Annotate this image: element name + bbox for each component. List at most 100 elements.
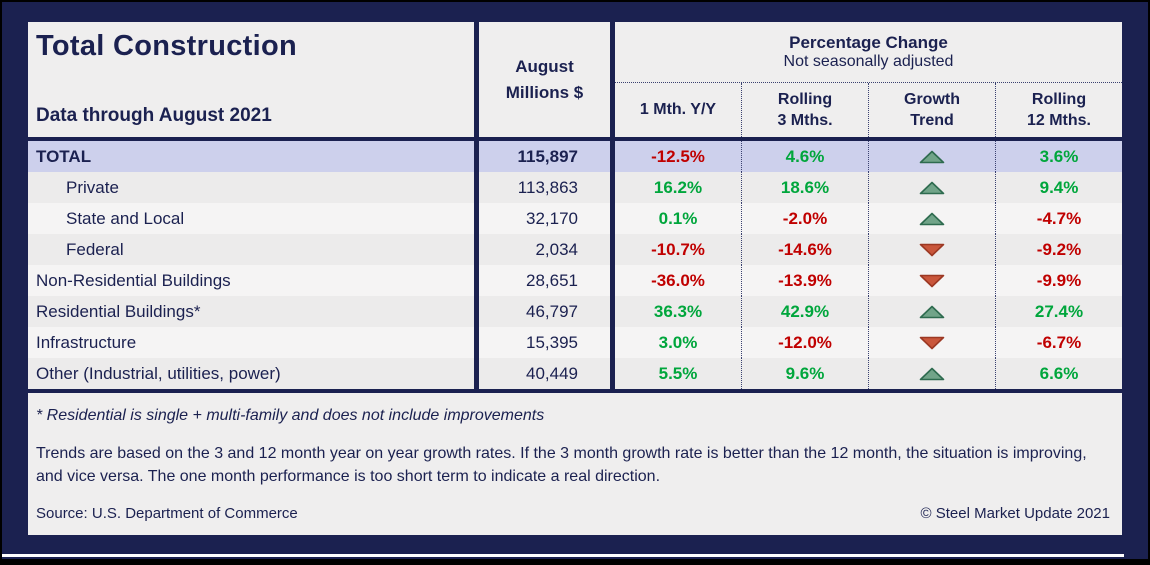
table-row-infrastructure: Infrastructure 15,395 3.0% -12.0% -6.7% [28, 327, 1122, 358]
source-text: Source: U.S. Department of Commerce [36, 505, 298, 523]
column-header-rolling3: Rolling 3 Mths. [741, 83, 868, 137]
horizontal-divider [28, 389, 1122, 393]
pct-12mth-value: 27.4% [995, 296, 1122, 327]
millions-value: 15,395 [526, 332, 578, 352]
column-header-growth-trend: Growth Trend [868, 83, 995, 137]
pct-1mth-value: 0.1% [658, 208, 698, 228]
pct-3mth-value: -2.0% [741, 203, 868, 234]
table-row-total: TOTAL 115,897 -12.5% 4.6% 3.6% [28, 141, 1122, 172]
pct-12mth-value: -9.9% [995, 265, 1122, 296]
column-header-rolling3-line2: 3 Mths. [777, 112, 833, 129]
table-row-other: Other (Industrial, utilities, power) 40,… [28, 358, 1122, 389]
up-trend-icon [868, 141, 995, 172]
table-body: TOTAL 115,897 -12.5% 4.6% 3.6% Private 1… [28, 141, 1122, 389]
vertical-divider [610, 141, 615, 172]
footer-notes: * Residential is single + multi-family a… [28, 393, 1122, 522]
pct-1mth-value: 5.5% [658, 363, 698, 383]
vertical-divider [610, 22, 615, 137]
column-header-1mth: 1 Mth. Y/Y [615, 83, 741, 137]
row-label: Non-Residential Buildings [36, 270, 231, 290]
vertical-divider [474, 203, 479, 234]
millions-value: 28,651 [526, 270, 578, 290]
row-label: Private [66, 177, 119, 197]
millions-value: 2,034 [535, 239, 578, 259]
table-header: Total Construction Data through August 2… [28, 22, 1122, 137]
up-trend-icon [868, 296, 995, 327]
pct-1mth-value: -12.5% [651, 146, 705, 166]
up-trend-icon [868, 172, 995, 203]
pct-3mth-value: 9.6% [741, 358, 868, 389]
pct-1mth-value: 3.0% [658, 332, 698, 352]
page-subtitle: Data through August 2021 [36, 105, 272, 126]
residential-footnote: * Residential is single + multi-family a… [36, 407, 545, 424]
report-card: Total Construction Data through August 2… [28, 22, 1122, 535]
pct-12mth-value: -4.7% [995, 203, 1122, 234]
pct-3mth-value: -14.6% [741, 234, 868, 265]
trend-explanation: Trends are based on the 3 and 12 month y… [36, 445, 1087, 486]
millions-value: 32,170 [526, 208, 578, 228]
vertical-divider [610, 296, 615, 327]
row-label: Infrastructure [36, 332, 137, 352]
page-title: Total Construction [36, 30, 298, 62]
column-header-growth-trend-line2: Trend [910, 112, 954, 129]
up-trend-icon [868, 203, 995, 234]
millions-value: 115,897 [517, 146, 578, 166]
table-row-state-local: State and Local 32,170 0.1% -2.0% -4.7% [28, 203, 1122, 234]
pct-12mth-value: 6.6% [995, 358, 1122, 389]
column-header-rolling12: Rolling 12 Mths. [995, 83, 1122, 137]
percentage-group-title: Percentage Change [789, 33, 948, 52]
vertical-divider [474, 234, 479, 265]
millions-value: 46,797 [526, 301, 578, 321]
row-label: Residential Buildings* [36, 301, 201, 321]
table-row-private: Private 113,863 16.2% 18.6% 9.4% [28, 172, 1122, 203]
millions-value: 113,863 [517, 177, 578, 197]
up-trend-icon [868, 358, 995, 389]
column-header-1mth-line1: 1 Mth. Y/Y [639, 101, 717, 119]
pct-12mth-value: 9.4% [995, 172, 1122, 203]
copyright-text: © Steel Market Update 2021 [920, 505, 1111, 523]
pct-3mth-value: 18.6% [741, 172, 868, 203]
vertical-divider [474, 22, 479, 137]
vertical-divider [474, 296, 479, 327]
row-label: Federal [66, 239, 124, 259]
pct-3mth-value: 4.6% [741, 141, 868, 172]
percentage-group-subtitle: Not seasonally adjusted [783, 53, 954, 70]
row-label: State and Local [66, 208, 185, 228]
vertical-divider [474, 265, 479, 296]
down-trend-icon [868, 265, 995, 296]
source-row: Source: U.S. Department of Commerce © St… [36, 505, 1112, 522]
pct-12mth-value: 3.6% [995, 141, 1122, 172]
column-header-millions: August Millions $ [479, 22, 610, 137]
table-row-non-residential: Non-Residential Buildings 28,651 -36.0% … [28, 265, 1122, 296]
column-header-rolling12-line2: 12 Mths. [1026, 112, 1091, 129]
pct-1mth-value: 36.3% [653, 301, 703, 321]
percentage-group-title-block: Percentage Change Not seasonally adjuste… [615, 22, 1122, 83]
bottom-edge-highlight [2, 554, 1124, 557]
column-header-growth-trend-line1: Growth [904, 90, 960, 108]
table-row-residential: Residential Buildings* 46,797 36.3% 42.9… [28, 296, 1122, 327]
pct-3mth-value: -13.9% [741, 265, 868, 296]
vertical-divider [610, 358, 615, 389]
pct-1mth-value: -36.0% [651, 270, 705, 290]
table-row-federal: Federal 2,034 -10.7% -14.6% -9.2% [28, 234, 1122, 265]
vertical-divider [610, 203, 615, 234]
percentage-subcolumn-headers: 1 Mth. Y/Y Rolling 3 Mths. Growth Trend … [615, 83, 1122, 137]
column-header-millions-line2: Millions $ [505, 82, 584, 102]
millions-value: 40,449 [526, 363, 578, 383]
row-label: TOTAL [36, 146, 92, 166]
pct-3mth-value: 42.9% [741, 296, 868, 327]
down-trend-icon [868, 234, 995, 265]
pct-1mth-value: -10.7% [651, 239, 705, 259]
vertical-divider [610, 327, 615, 358]
pct-3mth-value: -12.0% [741, 327, 868, 358]
title-block: Total Construction Data through August 2… [28, 22, 474, 137]
pct-12mth-value: -9.2% [995, 234, 1122, 265]
vertical-divider [474, 358, 479, 389]
pct-12mth-value: -6.7% [995, 327, 1122, 358]
vertical-divider [474, 172, 479, 203]
column-header-millions-line1: August [515, 57, 574, 76]
vertical-divider [610, 234, 615, 265]
row-label: Other (Industrial, utilities, power) [36, 363, 281, 383]
column-header-rolling3-line1: Rolling [777, 90, 833, 108]
percentage-header-group: Percentage Change Not seasonally adjuste… [615, 22, 1122, 137]
